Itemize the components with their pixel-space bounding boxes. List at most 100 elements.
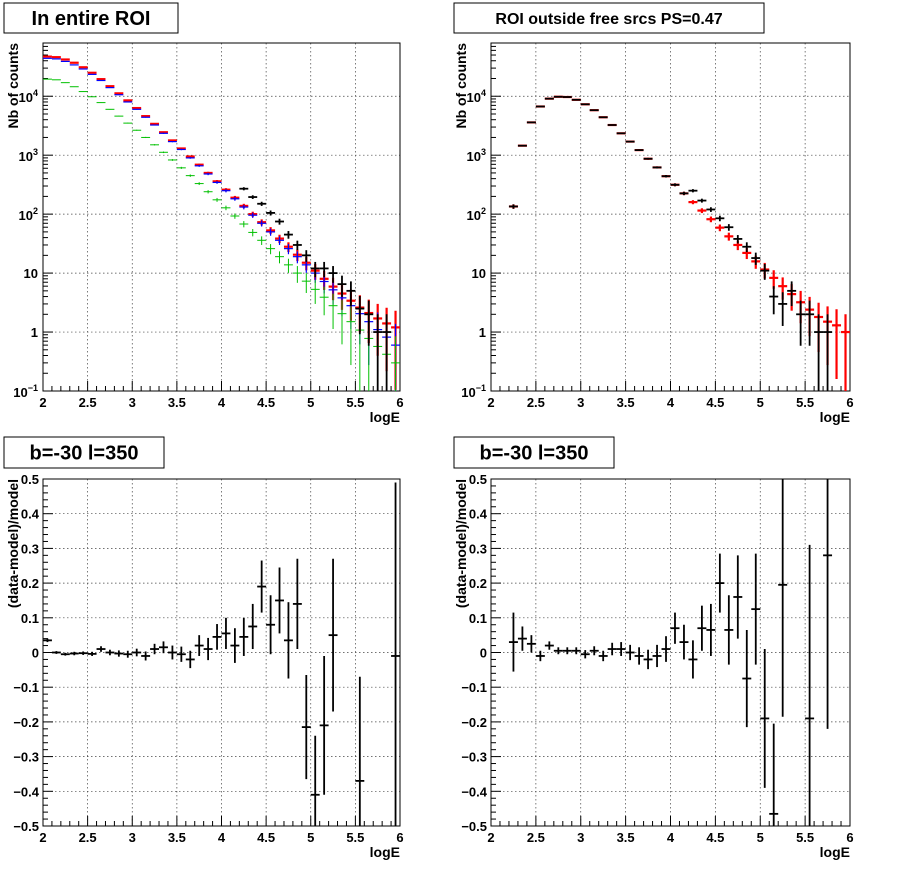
data-point — [598, 650, 608, 662]
y-tick-label: 0.2 — [21, 576, 39, 591]
x-tick-label: 5.5 — [346, 830, 364, 845]
series-1 — [43, 482, 400, 826]
data-point — [69, 651, 79, 656]
x-tick-label: 3 — [577, 395, 584, 410]
data-point — [643, 157, 653, 160]
y-tick-label: 104 — [467, 88, 486, 105]
data-point — [508, 204, 518, 209]
data-point — [185, 157, 195, 159]
data-point — [132, 648, 142, 657]
data-point — [670, 183, 680, 187]
data-point — [176, 148, 186, 151]
y-tick-label: 103 — [19, 147, 38, 164]
data-point — [114, 115, 124, 117]
data-point — [159, 132, 168, 134]
x-axis-label: logE — [370, 409, 400, 425]
chart-title-box: In entire ROI — [3, 2, 179, 34]
data-point — [96, 646, 106, 652]
data-point — [526, 635, 536, 653]
data-point — [132, 129, 142, 131]
x-tick-label: 3 — [129, 830, 136, 845]
data-point — [805, 300, 815, 346]
data-point — [132, 106, 142, 110]
data-point — [517, 144, 527, 147]
data-point — [346, 281, 356, 307]
data-point — [625, 140, 635, 143]
data-point — [706, 207, 716, 212]
data-point — [150, 144, 160, 146]
data-point — [328, 558, 338, 712]
data-point — [185, 650, 195, 669]
data-point — [328, 266, 338, 283]
data-point — [652, 166, 662, 169]
data-point — [688, 640, 698, 679]
data-point — [167, 159, 177, 161]
data-point — [778, 479, 788, 717]
data-point — [634, 149, 644, 152]
data-point — [159, 151, 168, 154]
data-point — [715, 553, 725, 613]
data-point — [679, 191, 689, 196]
chart-title: In entire ROI — [32, 8, 151, 30]
data-point — [607, 124, 617, 126]
series-1 — [508, 479, 833, 826]
data-point — [769, 270, 779, 289]
chart-title-box: b=-30 l=350 — [453, 436, 615, 469]
data-point — [167, 140, 177, 143]
data-point — [257, 220, 267, 227]
y-tick-label: 0.3 — [469, 541, 487, 556]
data-point — [123, 122, 133, 124]
data-point — [571, 647, 581, 655]
y-axis-label: Nb of counts — [453, 43, 469, 129]
data-point — [310, 735, 320, 826]
data-point — [203, 172, 213, 176]
data-point — [751, 252, 761, 265]
data-point — [589, 646, 599, 656]
data-point — [634, 647, 644, 665]
data-point — [742, 242, 752, 253]
x-tick-label: 2.5 — [79, 395, 97, 410]
data-point — [535, 105, 545, 108]
y-tick-label: 0.3 — [21, 541, 39, 556]
data-point — [769, 286, 779, 315]
x-tick-label: 2.5 — [527, 395, 545, 410]
x-tick-label: 3.5 — [617, 830, 635, 845]
data-point — [248, 603, 258, 650]
data-point — [230, 213, 240, 219]
y-tick-label: 0.2 — [469, 576, 487, 591]
data-point — [221, 205, 231, 211]
data-point — [760, 263, 770, 280]
chart-title-box: ROI outside free srcs PS=0.47 — [453, 2, 765, 34]
x-axis-ticks: 2 2.5 3 3.5 4 4.5 5 5.5 6 — [487, 816, 854, 845]
data-point — [283, 244, 293, 255]
data-point — [176, 646, 186, 662]
data-point — [751, 553, 761, 665]
data-point — [652, 644, 662, 668]
x-tick-label: 3 — [129, 395, 136, 410]
data-point — [185, 174, 195, 177]
x-axis-ticks: 2 2.5 3 3.5 4 4.5 5 5.5 6 — [487, 381, 854, 410]
data-point — [382, 314, 392, 391]
y-tick-label: −0.2 — [13, 715, 39, 730]
x-tick-label: 5.5 — [796, 395, 814, 410]
data-point — [60, 652, 70, 656]
data-point — [150, 643, 160, 655]
data-point — [114, 650, 124, 657]
y-tick-label: 104 — [19, 88, 38, 105]
data-point — [248, 212, 258, 218]
chart-title-frame — [453, 436, 615, 469]
x-tick-label: 2.5 — [79, 830, 97, 845]
data-point — [697, 605, 707, 651]
y-tick-label: 10 — [472, 266, 486, 281]
x-tick-label: 4.5 — [706, 830, 724, 845]
data-point — [132, 108, 142, 110]
data-point — [841, 314, 850, 391]
data-point — [194, 182, 204, 186]
x-tick-label: 2 — [487, 830, 494, 845]
data-point — [319, 261, 329, 278]
data-point — [625, 644, 635, 661]
data-point — [661, 175, 671, 178]
data-point — [688, 200, 698, 205]
y-tick-label: 0.4 — [21, 507, 40, 522]
data-point — [248, 228, 258, 237]
